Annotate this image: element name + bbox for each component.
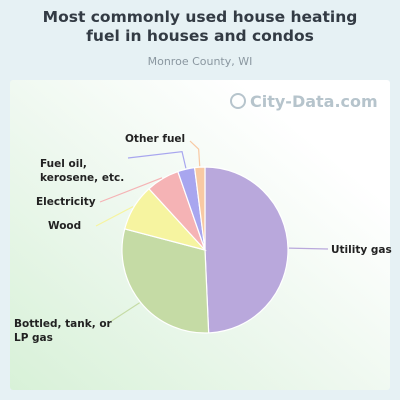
pie-slice-other-fuel (193, 166, 206, 251)
chart-title-line-1: Most commonly used house heating (42, 8, 358, 26)
chart-title-line-2: fuel in houses and condos (86, 27, 314, 45)
label-utility-gas: Utility gas (331, 244, 392, 256)
leader-line-electricity (99, 177, 163, 203)
chart-title: Most commonly used house heating fuel in… (0, 8, 400, 46)
pie-slice-bottled-tank-or-lp-gas (121, 228, 210, 334)
watermark-icon (230, 93, 246, 109)
label-bottled-gas-line-2: LP gas (14, 332, 53, 344)
label-wood: Wood (48, 220, 81, 232)
pie-slice-utility-gas (204, 166, 289, 334)
leader-line-utility-gas (288, 247, 329, 250)
leader-line-bottled-tank-or-lp-gas (109, 302, 140, 323)
leader-lines (95, 140, 329, 323)
label-other-fuel: Other fuel (125, 133, 185, 145)
chart-subtitle: Monroe County, WI (147, 55, 253, 68)
leader-line-fuel-oil-kerosene-etc (127, 150, 187, 169)
watermark: City-Data.com (230, 92, 378, 111)
watermark-text: City-Data.com (250, 92, 378, 111)
leader-line-wood (95, 206, 134, 227)
leader-line-other-fuel (189, 140, 201, 167)
pie-slices (121, 166, 289, 334)
label-bottled-gas-line-1: Bottled, tank, or (14, 318, 113, 330)
label-fuel-oil-line-2: kerosene, etc. (40, 172, 124, 184)
label-fuel-oil-line-1: Fuel oil, (40, 158, 87, 170)
label-electricity: Electricity (36, 196, 96, 208)
